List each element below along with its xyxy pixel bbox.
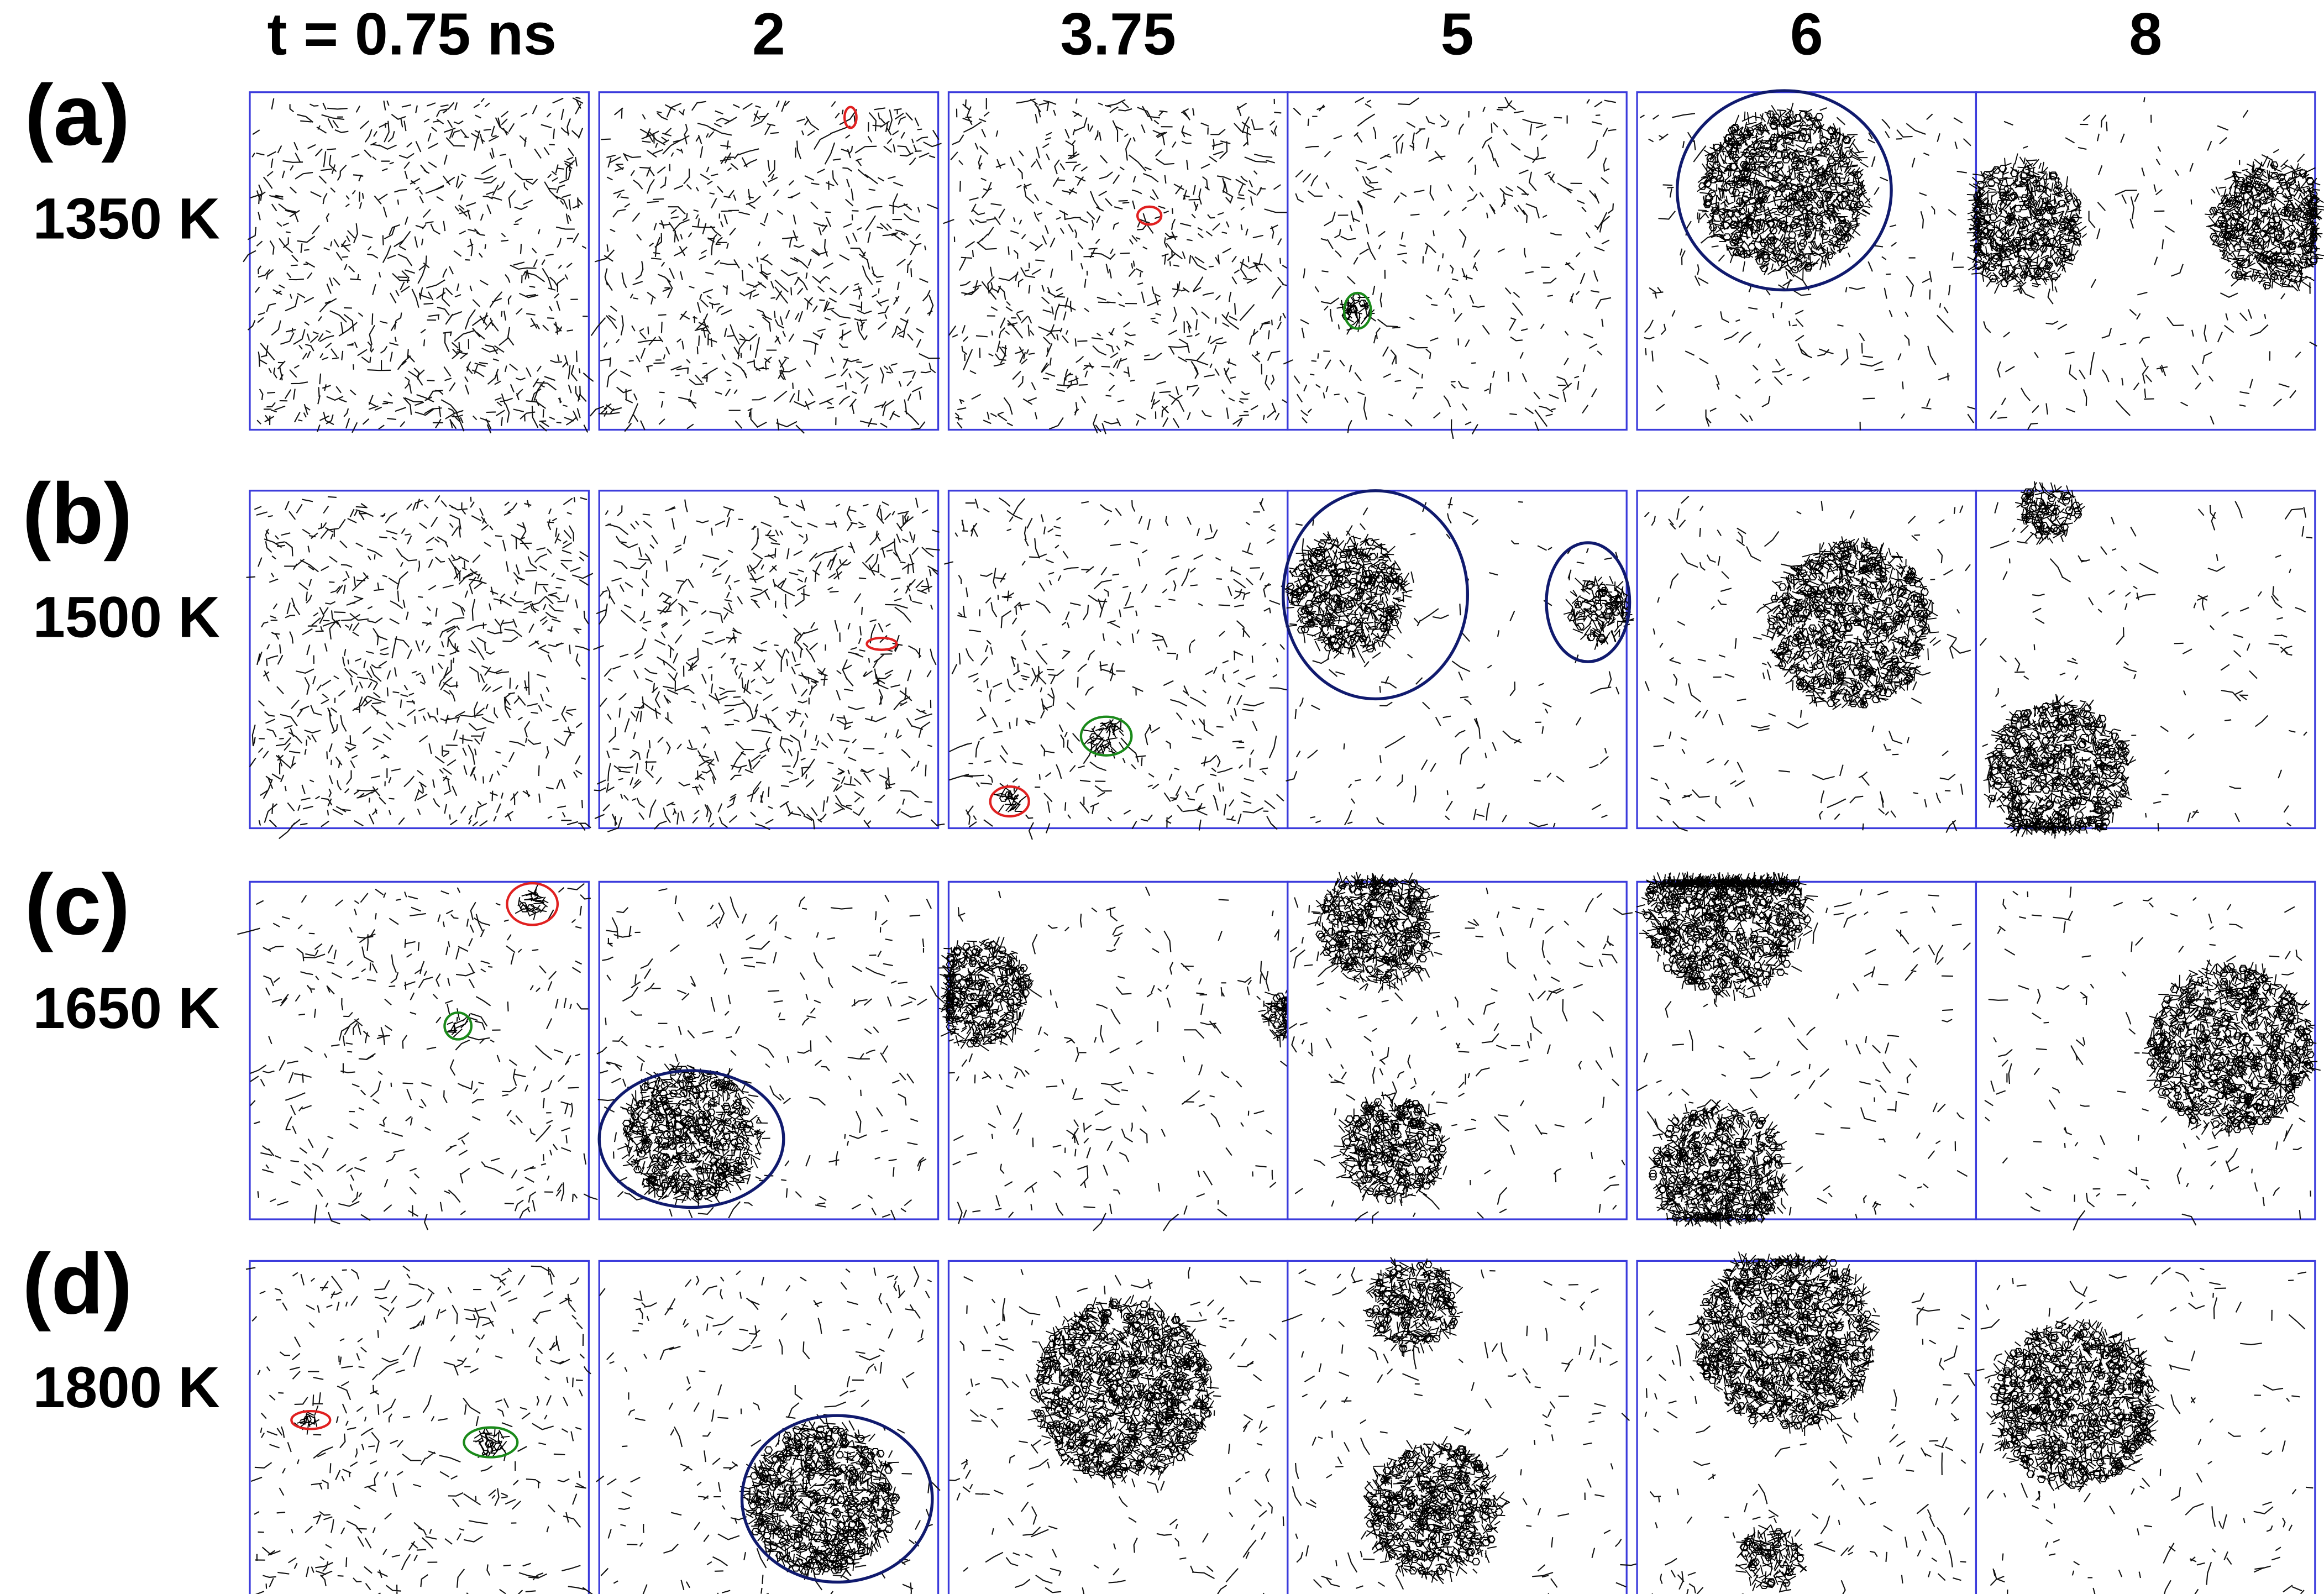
highlight-ellipse xyxy=(1675,89,1893,292)
row-temperature: 1500 K xyxy=(33,585,220,649)
snapshot-panel xyxy=(1636,89,1979,431)
highlight-ellipse xyxy=(463,1426,519,1459)
carbon-cluster xyxy=(1761,536,1939,709)
highlight-ellipse xyxy=(1079,715,1133,757)
row-label: (a) xyxy=(25,67,130,164)
carbon-cluster xyxy=(1028,1295,1219,1488)
panel-frame xyxy=(249,880,590,1220)
snapshot-panel xyxy=(593,490,945,832)
panel-frame xyxy=(598,91,940,431)
snapshot-panel xyxy=(938,880,1298,1231)
molecules xyxy=(589,100,942,434)
panel-frame xyxy=(249,490,590,830)
row-temperature: 1350 K xyxy=(33,186,220,251)
panel-frame xyxy=(947,490,1289,830)
molecules xyxy=(245,1265,593,1594)
snapshot-panel xyxy=(1975,880,2321,1231)
molecules xyxy=(943,98,1295,434)
molecules xyxy=(1977,97,2317,431)
carbon-cluster xyxy=(1337,294,1375,334)
row-label: (d) xyxy=(22,1236,132,1332)
molecules xyxy=(944,497,1287,840)
snapshot-panel xyxy=(947,1260,1289,1594)
column-header: 6 xyxy=(1790,1,1823,67)
carbon-cluster xyxy=(1984,481,2136,838)
column-header: 8 xyxy=(2129,1,2162,67)
carbon-cluster xyxy=(994,720,1124,812)
highlight-ellipse xyxy=(1136,205,1163,226)
snapshot-panel xyxy=(596,1260,941,1594)
molecules xyxy=(1979,496,2313,832)
row-label: (c) xyxy=(25,857,130,953)
snapshot-panel xyxy=(1635,872,1977,1229)
snapshot-panel xyxy=(1283,91,1628,439)
row-label: (b) xyxy=(22,466,132,562)
snapshot-panel xyxy=(596,880,945,1220)
snapshot-panel xyxy=(1975,481,2316,838)
snapshot-panel xyxy=(1967,91,2324,431)
snapshot-panel xyxy=(243,91,594,434)
carbon-cluster xyxy=(938,937,1298,1051)
panel-frame xyxy=(249,1260,590,1594)
highlight-ellipse xyxy=(1545,541,1631,663)
carbon-cluster xyxy=(1308,872,1450,1206)
snapshot-panel xyxy=(1636,1251,1982,1594)
highlight-ellipse xyxy=(443,1011,473,1041)
snapshot-panel xyxy=(944,490,1289,840)
highlight-ellipse xyxy=(989,785,1030,818)
molecules xyxy=(1644,495,1971,833)
panel-frame xyxy=(1287,91,1628,431)
carbon-cluster xyxy=(1967,154,2324,294)
highlight-ellipse xyxy=(290,1409,332,1430)
molecules xyxy=(593,496,945,832)
highlight-ellipse xyxy=(506,882,559,926)
molecules xyxy=(243,97,594,434)
snapshot-panel xyxy=(1287,872,1633,1224)
highlight-ellipse xyxy=(1282,489,1470,701)
carbon-cluster xyxy=(1990,1319,2164,1492)
highlight-ellipse xyxy=(1342,291,1372,330)
carbon-cluster xyxy=(1281,525,1634,663)
snapshot-panel xyxy=(1636,490,1977,833)
panel-frame xyxy=(598,490,940,830)
molecules xyxy=(237,883,598,1230)
snapshot-panel xyxy=(1282,1257,1643,1594)
snapshot-panel xyxy=(1975,1260,2316,1594)
panel-frame xyxy=(947,91,1289,431)
carbon-cluster xyxy=(1635,872,1818,1229)
carbon-cluster xyxy=(1363,1257,1510,1584)
highlight-ellipse xyxy=(865,636,898,651)
panel-frame xyxy=(1975,490,2316,830)
carbon-cluster xyxy=(617,1062,768,1208)
molecules xyxy=(948,887,1289,1231)
carbon-cluster xyxy=(739,1418,900,1580)
carbon-cluster xyxy=(1697,103,1870,280)
panel-frame xyxy=(947,880,1289,1220)
snapshot-panel xyxy=(237,880,598,1230)
carbon-cluster xyxy=(447,884,548,1037)
snapshot-panel xyxy=(943,91,1295,434)
molecules xyxy=(246,495,594,840)
snapshot-panel xyxy=(589,91,942,434)
highlight-ellipse xyxy=(843,106,858,129)
snapshot-panel xyxy=(1281,489,1634,830)
highlight-ellipse xyxy=(597,1069,785,1209)
panel-frame xyxy=(947,1260,1289,1594)
carbon-cluster xyxy=(2142,959,2321,1136)
snapshot-panel xyxy=(245,1260,593,1594)
panel-frame xyxy=(1975,880,2316,1220)
row-temperature: 1650 K xyxy=(33,976,220,1041)
carbon-cluster xyxy=(1686,1251,1880,1592)
row-temperature: 1800 K xyxy=(33,1355,220,1420)
molecules xyxy=(1283,97,1617,439)
highlight-ellipse xyxy=(740,1414,934,1584)
column-header: 3.75 xyxy=(1060,1,1176,67)
column-header: 5 xyxy=(1441,1,1474,67)
column-header: 2 xyxy=(752,1,785,67)
snapshot-panel xyxy=(246,490,594,840)
column-header: t = 0.75 ns xyxy=(267,1,557,67)
